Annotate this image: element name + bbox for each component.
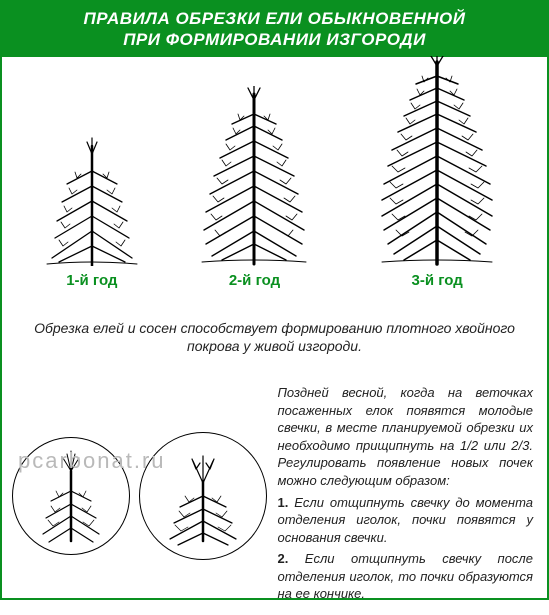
trees-row: 1-й год [2,57,547,297]
body-item2: 2. Если отщипнуть свечку после отделения… [278,550,534,603]
header-line2: ПРИ ФОРМИРОВАНИИ ИЗГОРОДИ [6,29,543,50]
year3-label: 3-й год [412,272,463,289]
header-line1: ПРАВИЛА ОБРЕЗКИ ЕЛИ ОБЫКНОВЕННОЙ [6,8,543,29]
tree-year1: 1-й год [37,136,147,289]
tree-year3: 3-й год [362,56,512,289]
year2-label: 2-й год [229,272,280,289]
item2-text: Если отщипнуть свечку после отделения иг… [278,551,534,601]
circles-group: pcarbonat.ru [12,384,268,607]
mid-text: Обрезка елей и сосен способствует формир… [2,313,547,363]
tree-illustration-2 [184,86,324,266]
item2-num: 2. [278,551,289,566]
page: ПРАВИЛА ОБРЕЗКИ ЕЛИ ОБЫКНОВЕННОЙ ПРИ ФОР… [0,0,549,600]
lower-section: pcarbonat.ru [2,378,547,615]
tree-year2: 2-й год [184,86,324,289]
tree-illustration-1 [37,136,147,266]
item1-num: 1. [278,495,289,510]
body-item1: 1. Если отщипнуть свечку до момента отде… [278,494,534,547]
body-intro: Поздней весной, когда на веточках посаже… [278,384,534,489]
header: ПРАВИЛА ОБРЕЗКИ ЕЛИ ОБЫКНОВЕННОЙ ПРИ ФОР… [2,2,547,57]
year1-label: 1-й год [66,272,117,289]
item1-text: Если отщипнуть свечку до момента отделен… [278,495,534,545]
circle-pinch-before [12,437,130,555]
tree-illustration-3 [362,56,512,266]
circle-pinch-after [139,432,267,560]
body-text: Поздней весной, когда на веточках посаже… [278,384,538,607]
